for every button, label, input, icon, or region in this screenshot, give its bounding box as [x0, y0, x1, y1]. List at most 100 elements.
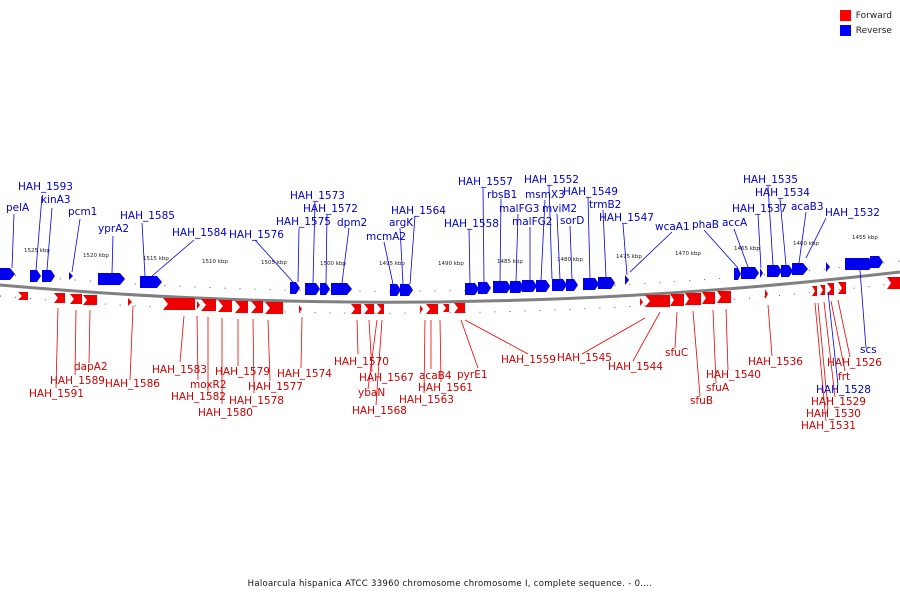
gene-arrow[interactable] — [493, 281, 511, 293]
gene-label: HAH_1540 — [706, 369, 761, 381]
gene-arrow[interactable] — [583, 278, 599, 290]
gene-arrow[interactable] — [390, 284, 401, 296]
gene-arrow[interactable] — [838, 282, 846, 294]
gene-arrow[interactable] — [767, 265, 782, 277]
gene-arrow[interactable] — [197, 301, 200, 309]
gene-arrow[interactable] — [30, 270, 41, 282]
gene-arrow[interactable] — [566, 279, 578, 291]
gene-arrow[interactable] — [781, 265, 793, 277]
gene-arrow[interactable] — [364, 304, 374, 314]
gene-arrow[interactable] — [734, 268, 741, 280]
gene-label: HAH_1564 — [391, 205, 446, 217]
gene-arrow[interactable] — [887, 277, 900, 289]
legend-forward: Forward — [839, 8, 892, 23]
gene-arrow[interactable] — [826, 262, 830, 272]
gene-label: pelA — [6, 202, 30, 214]
gene-arrow[interactable] — [443, 304, 449, 312]
gene-arrow[interactable] — [42, 270, 55, 282]
gene-arrow[interactable] — [265, 302, 283, 314]
gene-arrow[interactable] — [400, 284, 413, 296]
gene-arrow[interactable] — [685, 293, 701, 305]
gene-arrow[interactable] — [426, 304, 438, 314]
gene-label: HAH_1563 — [399, 394, 454, 406]
gene-label: yprA2 — [98, 223, 129, 235]
gene-label: HAH_1593 — [18, 181, 73, 193]
gene-arrow[interactable] — [290, 282, 300, 294]
gene-label: HAH_1575 — [276, 216, 331, 228]
gene-label: sorD — [560, 215, 584, 227]
gene-arrow[interactable] — [870, 256, 883, 268]
gene-arrow[interactable] — [845, 258, 874, 270]
gene-arrow[interactable] — [320, 283, 330, 295]
gene-arrow[interactable] — [670, 294, 684, 306]
gene-arrow[interactable] — [536, 280, 550, 292]
gene-label: HAH_1534 — [755, 187, 810, 199]
gene-arrow[interactable] — [351, 304, 361, 314]
gene-label: sfuA — [706, 382, 730, 394]
gene-label: HAH_1530 — [806, 408, 861, 420]
gene-arrow[interactable] — [454, 303, 465, 313]
gene-arrow[interactable] — [70, 294, 82, 304]
gene-label: scs — [860, 344, 877, 356]
gene-label: pyrE1 — [457, 369, 488, 381]
gene-arrow[interactable] — [792, 263, 808, 275]
gene-arrow[interactable] — [717, 291, 731, 303]
gene-arrow[interactable] — [465, 283, 479, 295]
legend-forward-label: Forward — [855, 10, 892, 21]
gene-label: kinA3 — [41, 194, 71, 206]
gene-arrow[interactable] — [640, 298, 643, 306]
gene-label: HAH_1528 — [816, 384, 871, 396]
gene-label: dapA2 — [74, 361, 108, 373]
gene-arrow[interactable] — [98, 273, 125, 285]
gene-arrow[interactable] — [812, 286, 817, 296]
gene-arrow[interactable] — [377, 304, 384, 314]
gene-arrow[interactable] — [218, 300, 232, 312]
gene-arrow[interactable] — [83, 295, 97, 305]
gene-arrow[interactable] — [305, 283, 320, 295]
tick-row-lower — [0, 282, 900, 314]
gene-label: HAH_1573 — [290, 190, 345, 202]
gene-arrow[interactable] — [702, 292, 715, 304]
gene-arrow[interactable] — [140, 276, 162, 288]
gene-label: mviM2 — [542, 203, 577, 215]
gene-label: HAH_1545 — [557, 352, 612, 364]
gene-label: HAH_1559 — [501, 354, 556, 366]
gene-arrow[interactable] — [331, 283, 352, 295]
gene-arrow[interactable] — [69, 272, 73, 280]
reverse-leader-lines — [11, 184, 867, 386]
gene-arrow[interactable] — [235, 301, 248, 313]
gene-arrow[interactable] — [251, 301, 263, 313]
gene-arrow[interactable] — [625, 275, 629, 285]
gene-label: HAH_1584 — [172, 227, 227, 239]
gene-arrow[interactable] — [827, 283, 834, 295]
gene-label: mcmA2 — [366, 231, 406, 243]
gene-arrow[interactable] — [0, 268, 15, 280]
gene-label: argK — [389, 217, 414, 229]
gene-arrow[interactable] — [201, 299, 216, 311]
gene-arrow[interactable] — [760, 268, 763, 278]
gene-label: HAH_1580 — [198, 407, 253, 419]
gene-arrow[interactable] — [741, 267, 759, 279]
scale-label: 1465 kbp — [734, 246, 760, 252]
gene-arrow[interactable] — [510, 281, 524, 293]
gene-label: dpm2 — [337, 217, 367, 229]
gene-label: HAH_1567 — [359, 372, 414, 384]
gene-arrow[interactable] — [18, 292, 28, 300]
gene-arrow[interactable] — [128, 298, 132, 306]
gene-arrow[interactable] — [299, 305, 302, 313]
legend: Forward Reverse — [839, 8, 892, 38]
gene-arrow[interactable] — [645, 295, 670, 307]
gene-arrow[interactable] — [54, 293, 65, 303]
gene-arrow[interactable] — [552, 279, 567, 291]
gene-arrow[interactable] — [478, 282, 491, 294]
gene-arrow[interactable] — [820, 285, 825, 295]
scale-label: 1480 kbp — [557, 257, 583, 263]
gene-arrow[interactable] — [522, 280, 537, 292]
gene-arrow[interactable] — [598, 277, 615, 289]
gene-label: malFG3 — [499, 203, 539, 215]
gene-label: wcaA1 — [655, 221, 690, 233]
gene-arrow[interactable] — [420, 305, 423, 313]
gene-arrow[interactable] — [765, 289, 768, 299]
gene-arrow[interactable] — [163, 298, 195, 310]
